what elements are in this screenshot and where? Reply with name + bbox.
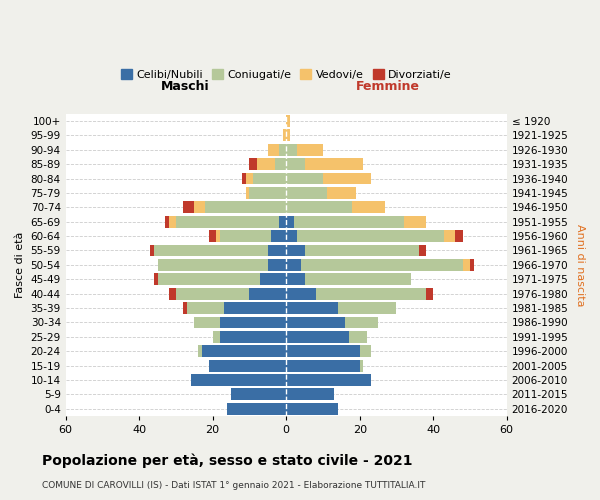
- Bar: [297, 144, 323, 156]
- Bar: [250, 288, 286, 300]
- Bar: [198, 346, 202, 357]
- Bar: [220, 331, 286, 342]
- Bar: [455, 230, 463, 242]
- Bar: [316, 288, 426, 300]
- Text: COMUNE DI CAROVILLI (IS) - Dati ISTAT 1° gennaio 2021 - Elaborazione TUTTITALIA.: COMUNE DI CAROVILLI (IS) - Dati ISTAT 1°…: [42, 480, 425, 490]
- Bar: [191, 374, 286, 386]
- Bar: [470, 259, 473, 271]
- Bar: [286, 130, 290, 141]
- Bar: [305, 274, 411, 285]
- Bar: [165, 216, 169, 228]
- Bar: [286, 144, 297, 156]
- Text: Femmine: Femmine: [356, 80, 419, 92]
- Bar: [268, 259, 286, 271]
- Bar: [194, 202, 205, 213]
- Bar: [297, 230, 444, 242]
- Bar: [360, 360, 364, 372]
- Bar: [209, 360, 286, 372]
- Bar: [326, 187, 356, 199]
- Bar: [150, 244, 154, 256]
- Bar: [220, 316, 286, 328]
- Bar: [158, 259, 268, 271]
- Bar: [286, 374, 371, 386]
- Bar: [217, 230, 220, 242]
- Text: Popolazione per età, sesso e stato civile - 2021: Popolazione per età, sesso e stato civil…: [42, 454, 413, 468]
- Bar: [257, 158, 275, 170]
- Bar: [286, 360, 360, 372]
- Bar: [338, 302, 397, 314]
- Bar: [246, 187, 250, 199]
- Bar: [286, 187, 326, 199]
- Bar: [286, 158, 305, 170]
- Bar: [352, 202, 385, 213]
- Bar: [250, 158, 257, 170]
- Bar: [305, 244, 419, 256]
- Bar: [426, 288, 433, 300]
- Bar: [444, 230, 455, 242]
- Bar: [323, 172, 371, 184]
- Bar: [183, 302, 187, 314]
- Bar: [212, 331, 220, 342]
- Bar: [220, 230, 271, 242]
- Bar: [286, 274, 305, 285]
- Bar: [283, 130, 286, 141]
- Bar: [253, 172, 286, 184]
- Bar: [286, 230, 297, 242]
- Bar: [242, 172, 246, 184]
- Bar: [286, 172, 323, 184]
- Bar: [176, 288, 250, 300]
- Bar: [286, 316, 345, 328]
- Bar: [227, 403, 286, 414]
- Bar: [209, 230, 217, 242]
- Bar: [154, 244, 268, 256]
- Bar: [250, 187, 286, 199]
- Bar: [286, 115, 290, 127]
- Bar: [463, 259, 470, 271]
- Bar: [169, 288, 176, 300]
- Bar: [286, 346, 360, 357]
- Bar: [187, 302, 224, 314]
- Bar: [349, 331, 367, 342]
- Bar: [286, 202, 352, 213]
- Bar: [260, 274, 286, 285]
- Bar: [286, 216, 293, 228]
- Bar: [231, 388, 286, 400]
- Bar: [286, 288, 316, 300]
- Bar: [301, 259, 463, 271]
- Bar: [286, 244, 305, 256]
- Bar: [205, 202, 286, 213]
- Bar: [268, 144, 279, 156]
- Bar: [268, 244, 286, 256]
- Bar: [419, 244, 426, 256]
- Bar: [279, 216, 286, 228]
- Bar: [169, 216, 176, 228]
- Bar: [246, 172, 253, 184]
- Bar: [158, 274, 260, 285]
- Bar: [286, 259, 301, 271]
- Bar: [176, 216, 279, 228]
- Legend: Celibi/Nubili, Coniugati/e, Vedovi/e, Divorziati/e: Celibi/Nubili, Coniugati/e, Vedovi/e, Di…: [116, 65, 456, 84]
- Bar: [293, 216, 404, 228]
- Bar: [286, 388, 334, 400]
- Bar: [224, 302, 286, 314]
- Bar: [286, 331, 349, 342]
- Text: Maschi: Maschi: [160, 80, 209, 92]
- Bar: [345, 316, 378, 328]
- Bar: [154, 274, 158, 285]
- Bar: [404, 216, 426, 228]
- Bar: [275, 158, 286, 170]
- Bar: [286, 302, 338, 314]
- Y-axis label: Fasce di età: Fasce di età: [15, 232, 25, 298]
- Bar: [194, 316, 220, 328]
- Y-axis label: Anni di nascita: Anni di nascita: [575, 224, 585, 306]
- Bar: [183, 202, 194, 213]
- Bar: [286, 403, 338, 414]
- Bar: [202, 346, 286, 357]
- Bar: [305, 158, 364, 170]
- Bar: [271, 230, 286, 242]
- Bar: [360, 346, 371, 357]
- Bar: [279, 144, 286, 156]
